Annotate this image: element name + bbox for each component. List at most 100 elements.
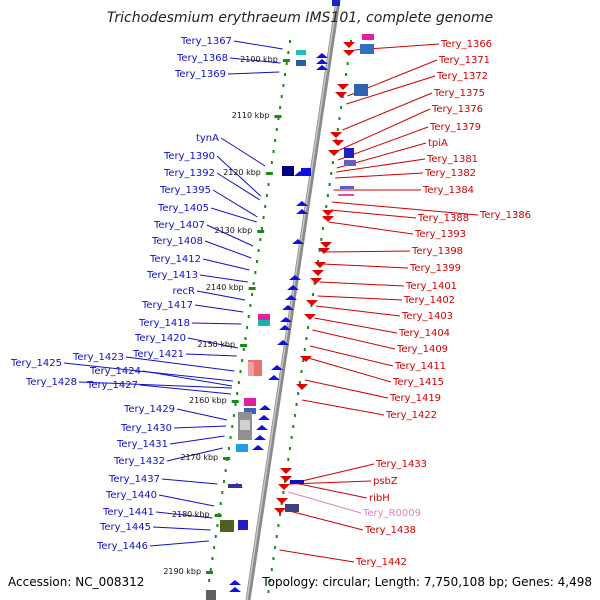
gene-label-left[interactable]: Tery_1430: [120, 423, 172, 434]
gene-label-right[interactable]: Tery_1402: [403, 295, 455, 306]
gene-label-right[interactable]: Tery_R0009: [362, 508, 421, 519]
gene-label-right[interactable]: Tery_1438: [364, 525, 416, 536]
tick-dot: [256, 260, 258, 263]
gene-label-left[interactable]: Tery_1445: [99, 522, 151, 533]
gene-label-right[interactable]: Tery_1372: [436, 71, 488, 82]
gene-label-left[interactable]: Tery_1417: [141, 300, 193, 311]
tick-dot: [262, 216, 265, 219]
gene-label-right[interactable]: Tery_1399: [409, 263, 461, 274]
gene-label-left[interactable]: Tery_1395: [159, 185, 211, 196]
gene-arrow-reverse: [332, 140, 344, 146]
tick-dot: [302, 359, 305, 362]
gene-label-right[interactable]: Tery_1376: [431, 104, 483, 115]
gene-label-left[interactable]: Tery_1390: [163, 151, 215, 162]
gene-block: [362, 34, 374, 40]
tick-dot: [246, 326, 249, 329]
kbp-label: 2160 kbp: [189, 396, 227, 405]
kbp-tick: [240, 344, 248, 347]
tick-dot: [285, 62, 288, 65]
gene-label-right[interactable]: Tery_1375: [433, 88, 485, 99]
gene-label-left[interactable]: tynA: [196, 133, 219, 144]
kbp-label: 2130 kbp: [214, 226, 252, 235]
gene-label-left[interactable]: Tery_1367: [180, 36, 232, 47]
gene-labels: Tery_1367 Tery_1368 Tery_1369 tynA Tery_1390…: [10, 36, 531, 568]
gene-label-right[interactable]: Tery_1409: [396, 344, 448, 355]
tick-dot: [321, 227, 324, 230]
gene-label-left[interactable]: recR: [173, 286, 196, 297]
gene-label-left[interactable]: Tery_1440: [105, 490, 157, 501]
gene-label-left[interactable]: Tery_1431: [116, 439, 168, 450]
gene-label-left[interactable]: Tery_1423: [72, 352, 124, 363]
tick-dot: [239, 370, 242, 373]
gene-block: [240, 420, 250, 430]
gene-label-left[interactable]: Tery_1446: [96, 541, 148, 552]
tick-dot: [277, 524, 280, 527]
gene-label-right[interactable]: Tery_1386: [479, 210, 531, 221]
gene-label-right[interactable]: ribH: [369, 493, 390, 504]
tick-dot: [244, 337, 247, 340]
gene-label-right[interactable]: Tery_1433: [375, 459, 427, 470]
gene-label-right[interactable]: Tery_1384: [422, 185, 474, 196]
gene-label-left[interactable]: Tery_1418: [138, 318, 190, 329]
gene-label-right[interactable]: Tery_1382: [424, 168, 476, 179]
tick-dot: [330, 172, 333, 175]
gene-label-right[interactable]: Tery_1398: [411, 246, 463, 257]
gene-label-right[interactable]: Tery_1366: [440, 39, 492, 50]
gene-label-right[interactable]: Tery_1379: [429, 122, 481, 133]
gene-label-right[interactable]: tpiA: [428, 138, 448, 149]
gene-block: [282, 166, 294, 176]
tick-dot: [331, 161, 334, 164]
gene-label-left[interactable]: Tery_1432: [113, 456, 165, 467]
gene-arrow-forward: [296, 209, 308, 214]
left-connector: [187, 337, 238, 349]
gene-label-left[interactable]: Tery_1392: [163, 168, 215, 179]
gene-label-right[interactable]: Tery_1415: [392, 377, 444, 388]
tick-dot: [272, 557, 275, 560]
gene-label-right[interactable]: Tery_1381: [426, 154, 478, 165]
gene-arrow-forward: [292, 239, 304, 244]
gene-label-right[interactable]: Tery_1422: [385, 410, 437, 421]
gene-label-left[interactable]: Tery_1407: [153, 220, 205, 231]
gene-label-left[interactable]: Tery_1420: [134, 333, 186, 344]
gene-label-left[interactable]: Tery_1412: [149, 254, 201, 265]
gene-label-left[interactable]: Tery_1405: [157, 203, 209, 214]
left-connector: [191, 322, 242, 325]
left-connector: [185, 353, 237, 357]
gene-label-right[interactable]: Tery_1388: [417, 213, 469, 224]
gene-label-left[interactable]: Tery_1424: [89, 366, 141, 377]
gene-label-right[interactable]: psbZ: [373, 476, 398, 487]
tick-dot: [241, 359, 244, 362]
gene-label-right[interactable]: Tery_1411: [394, 361, 446, 372]
gene-label-left[interactable]: Tery_1421: [132, 349, 184, 360]
gene-label-right[interactable]: Tery_1393: [414, 229, 466, 240]
tick-dot: [287, 51, 290, 54]
tick-dot: [326, 194, 329, 197]
gene-label-left[interactable]: Tery_1413: [146, 270, 198, 281]
gene-arrow-reverse: [304, 314, 316, 320]
tick-dot: [257, 249, 260, 252]
right-connector: [322, 263, 409, 269]
gene-label-left[interactable]: Tery_1441: [102, 507, 154, 518]
tick-dot: [317, 260, 319, 263]
left-connector: [78, 381, 232, 389]
gene-label-left[interactable]: Tery_1369: [174, 69, 226, 80]
gene-label-left[interactable]: Tery_1408: [151, 236, 203, 247]
tick-dot: [287, 458, 290, 461]
gene-label-right[interactable]: Tery_1404: [398, 328, 450, 339]
gene-label-left[interactable]: Tery_1425: [10, 358, 62, 369]
gene-label-left[interactable]: Tery_1427: [86, 380, 138, 391]
gene-label-left[interactable]: Tery_1368: [176, 53, 228, 64]
right-connector: [331, 201, 479, 216]
gene-label-right[interactable]: Tery_1371: [438, 55, 490, 66]
gene-label-right[interactable]: Tery_1403: [401, 311, 453, 322]
gene-label-right[interactable]: Tery_1442: [355, 557, 407, 568]
gene-label-left[interactable]: Tery_1437: [108, 474, 160, 485]
gene-label-left[interactable]: Tery_1428: [25, 377, 77, 388]
gene-arrow-reverse: [278, 484, 290, 490]
tick-dot: [303, 348, 306, 351]
gene-label-left[interactable]: Tery_1429: [123, 404, 175, 415]
left-connector: [212, 189, 258, 218]
gene-label-right[interactable]: Tery_1419: [389, 393, 441, 404]
gene-label-right[interactable]: Tery_1401: [405, 281, 457, 292]
